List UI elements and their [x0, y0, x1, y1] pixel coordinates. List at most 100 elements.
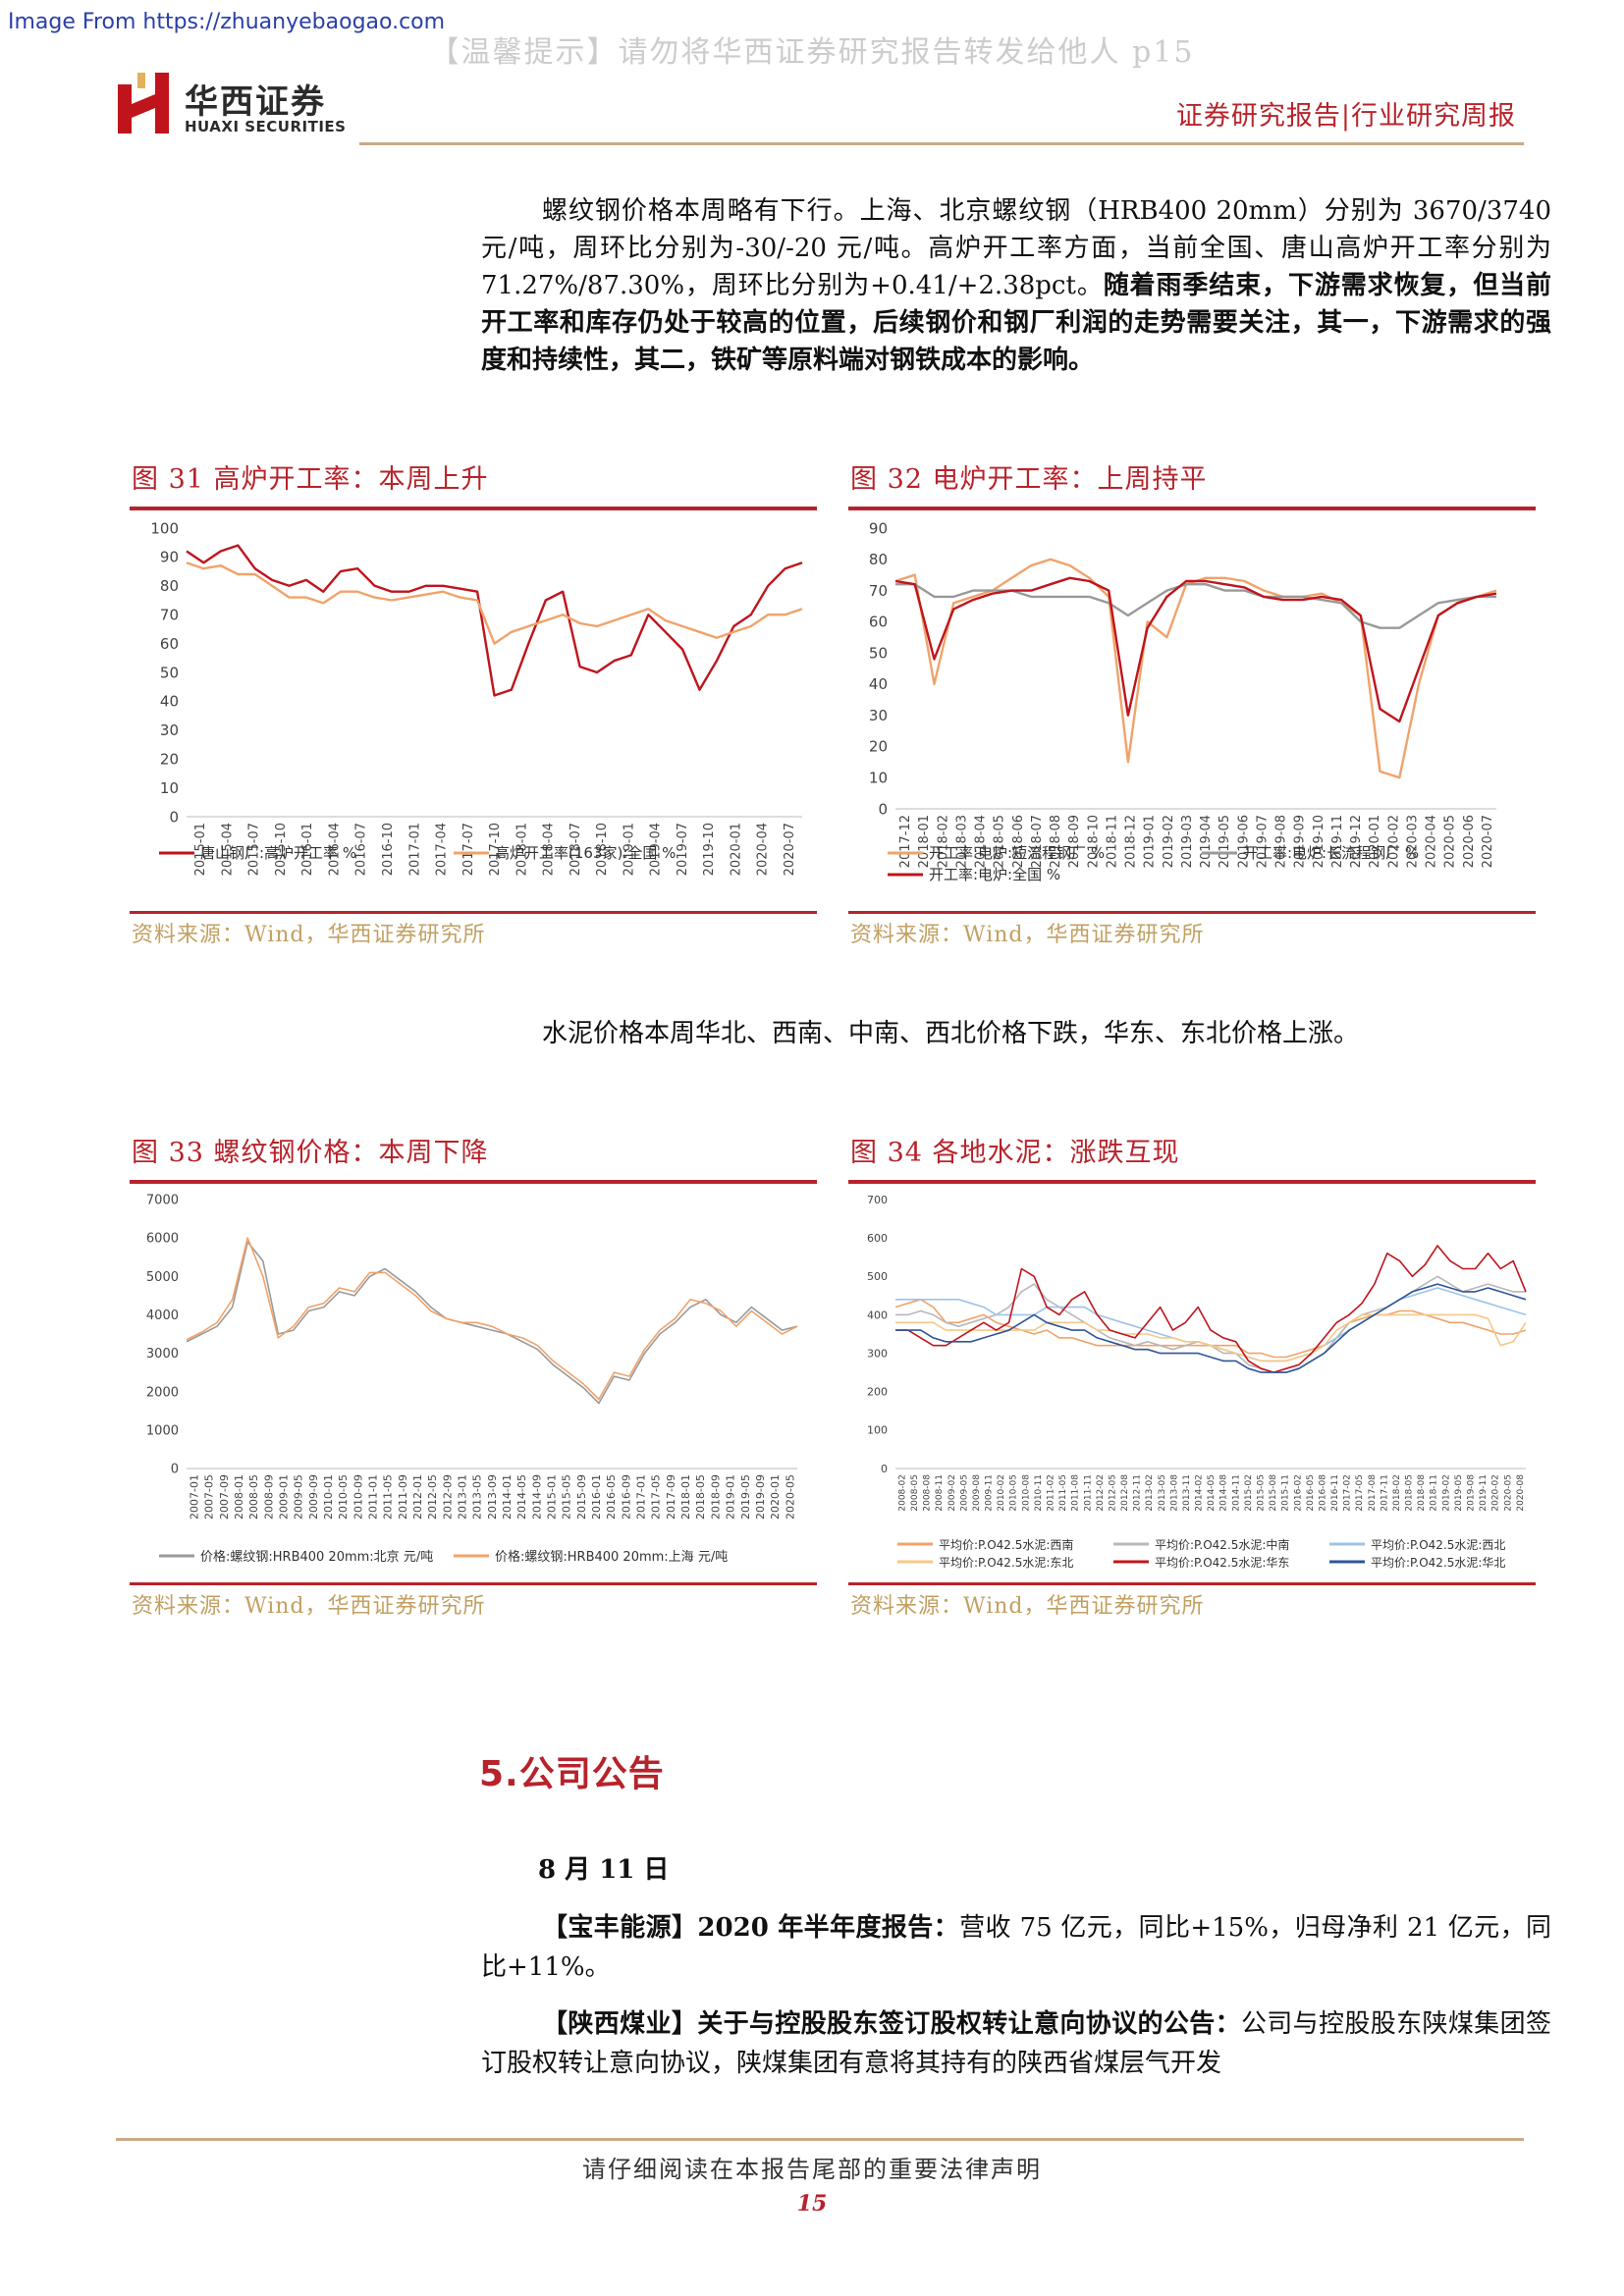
series-line-2 [895, 1287, 1527, 1362]
legend-label: 开工率:电炉:短流程钢厂 % [929, 844, 1105, 862]
x-tick-label: 2020-05 [1443, 815, 1458, 868]
figure-31-top-rule [130, 507, 817, 510]
legend-label: 平均价:P.O42.5水泥:华北 [1371, 1556, 1505, 1570]
y-tick-label: 300 [867, 1347, 888, 1360]
y-tick-label: 0 [878, 800, 888, 818]
x-tick-label: 2018-07 [1030, 815, 1045, 868]
figure-32-source: 资料来源：Wind，华西证券研究所 [850, 923, 1205, 947]
watermark-source[interactable]: Image From https://zhuanyebaogao.com [8, 10, 446, 34]
x-tick-label: 2015-08 [1269, 1474, 1278, 1512]
x-tick-label: 2019-05 [1454, 1474, 1464, 1512]
y-tick-label: 600 [867, 1232, 888, 1245]
y-tick-label: 60 [160, 635, 179, 653]
y-tick-label: 40 [869, 675, 888, 693]
x-tick-label: 2018-02 [936, 815, 950, 868]
x-tick-label: 2020-05 [1503, 1474, 1513, 1512]
x-tick-label: 2009-05 [959, 1474, 969, 1512]
x-tick-label: 2018-02 [1392, 1474, 1402, 1512]
x-tick-label: 2019-05 [1218, 815, 1232, 868]
announcement-baofeng-text: 营收 75 亿元，同比+15%，归母净利 21 亿元，同比+11%。 [481, 1913, 1551, 1982]
x-tick-label: 2018-04 [974, 815, 989, 868]
series-line-4 [895, 1245, 1527, 1373]
x-tick-label: 2007-01 [188, 1474, 200, 1520]
x-tick-label: 2016-07 [354, 823, 369, 876]
x-tick-label: 2012-08 [1120, 1474, 1130, 1512]
x-tick-label: 2020-02 [1386, 815, 1401, 868]
x-tick-label: 2019-08 [1274, 815, 1289, 868]
x-tick-label: 2013-09 [486, 1474, 499, 1520]
y-tick-label: 7000 [146, 1194, 179, 1208]
x-tick-label: 2014-08 [1219, 1474, 1229, 1512]
x-tick-label: 2011-08 [1071, 1474, 1081, 1512]
figure-33-top-rule [130, 1180, 817, 1184]
x-tick-label: 2008-05 [910, 1474, 920, 1512]
x-tick-label: 2018-05 [1405, 1474, 1415, 1512]
x-tick-label: 2016-05 [1306, 1474, 1316, 1512]
x-tick-label: 2012-05 [426, 1474, 439, 1520]
x-tick-label: 2008-02 [897, 1474, 907, 1512]
x-tick-label: 2019-11 [1479, 1474, 1489, 1512]
x-tick-label: 2019-05 [739, 1474, 752, 1520]
x-tick-label: 2013-05 [1158, 1474, 1167, 1512]
x-tick-label: 2012-09 [441, 1474, 454, 1520]
x-tick-label: 2012-05 [1108, 1474, 1117, 1512]
x-tick-label: 2020-07 [1481, 815, 1495, 868]
y-tick-label: 80 [160, 577, 179, 595]
x-tick-label: 2016-01 [590, 1474, 603, 1520]
report-type: 证券研究报告|行业研究周报 [1175, 101, 1516, 132]
x-tick-label: 2017-01 [635, 1474, 648, 1520]
x-tick-label: 2015-07 [247, 823, 262, 876]
legend-label: 平均价:P.O42.5水泥:西北 [1371, 1538, 1505, 1552]
logo-name-en: HUAXI SECURITIES [185, 118, 347, 135]
steel-commentary-paragraph: 螺纹钢价格本周略有下行。上海、北京螺纹钢（HRB400 20mm）分别为 367… [481, 192, 1551, 379]
x-tick-label: 2019-01 [725, 1474, 737, 1520]
series-line-3 [895, 1313, 1527, 1362]
x-tick-label: 2019-01 [1143, 815, 1158, 868]
x-tick-label: 2019-06 [1236, 815, 1251, 868]
legend-label: 开工率:电炉:长流程钢厂 % [1243, 844, 1419, 862]
footer-divider [116, 2138, 1524, 2141]
x-tick-label: 2015-10 [274, 823, 289, 876]
x-tick-label: 2008-01 [233, 1474, 245, 1520]
huaxi-logo-icon [118, 73, 169, 133]
series-line-0 [186, 544, 803, 697]
x-tick-label: 2013-02 [1145, 1474, 1155, 1512]
legend-label: 平均价:P.O42.5水泥:西南 [939, 1537, 1073, 1552]
x-tick-label: 2008-11 [935, 1474, 945, 1512]
y-tick-label: 100 [150, 519, 179, 537]
x-tick-label: 2019-03 [1180, 815, 1195, 868]
x-tick-label: 2013-11 [1182, 1474, 1192, 1512]
x-tick-label: 2019-02 [1162, 815, 1176, 868]
x-tick-label: 2012-11 [1133, 1474, 1143, 1512]
y-tick-label: 70 [869, 582, 888, 600]
x-tick-label: 2016-02 [1293, 1474, 1303, 1512]
figure-34-source: 资料来源：Wind，华西证券研究所 [850, 1594, 1205, 1619]
x-tick-label: 2019-07 [1255, 815, 1270, 868]
x-tick-label: 2016-11 [1330, 1474, 1340, 1512]
y-tick-label: 10 [869, 769, 888, 786]
x-tick-label: 2013-05 [471, 1474, 484, 1520]
x-tick-label: 2020-04 [1425, 815, 1439, 868]
x-tick-label: 2015-02 [1244, 1474, 1254, 1512]
x-tick-label: 2011-01 [366, 1474, 379, 1520]
legend-label: 开工率:电炉:全国 % [929, 866, 1060, 883]
figure-33-title: 图 33 螺纹钢价格：本周下降 [132, 1138, 489, 1168]
announcement-shaanxi-text: 公司与控股股东陕煤集团签订股权转让意向协议，陕煤集团有意将其持有的陕西省煤层气开… [481, 2009, 1551, 2078]
y-tick-label: 3000 [146, 1347, 179, 1362]
x-tick-label: 2019-04 [1199, 815, 1214, 868]
x-tick-label: 2010-08 [1021, 1474, 1031, 1512]
announcement-shaanxi-coal: 【陕西煤业】关于与控股股东签订股权转让意向协议的公告：公司与控股股东陕煤集团签订… [481, 2004, 1551, 2083]
x-tick-label: 2017-01 [407, 823, 422, 876]
y-tick-label: 80 [869, 551, 888, 568]
x-tick-label: 2011-05 [382, 1474, 395, 1520]
y-tick-label: 30 [160, 721, 179, 739]
x-tick-label: 2018-05 [993, 815, 1007, 868]
x-tick-label: 2020-02 [1491, 1474, 1501, 1512]
x-tick-label: 2019-09 [1293, 815, 1308, 868]
x-tick-label: 2019-04 [649, 823, 664, 876]
x-tick-label: 2018-01 [679, 1474, 692, 1520]
page-number: 15 [796, 2191, 828, 2216]
x-tick-label: 2014-05 [1207, 1474, 1217, 1512]
x-tick-label: 2016-01 [300, 823, 315, 876]
